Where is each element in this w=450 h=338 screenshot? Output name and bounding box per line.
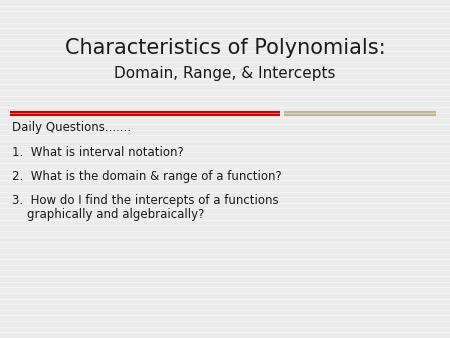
Text: 2.  What is the domain & range of a function?: 2. What is the domain & range of a funct… bbox=[12, 170, 282, 183]
Text: 3.  How do I find the intercepts of a functions: 3. How do I find the intercepts of a fun… bbox=[12, 194, 279, 207]
Text: Characteristics of Polynomials:: Characteristics of Polynomials: bbox=[65, 38, 385, 58]
Text: 1.  What is interval notation?: 1. What is interval notation? bbox=[12, 146, 184, 159]
Text: graphically and algebraically?: graphically and algebraically? bbox=[12, 208, 204, 221]
Bar bbox=[284, 111, 436, 116]
Text: Domain, Range, & Intercepts: Domain, Range, & Intercepts bbox=[114, 66, 336, 81]
Text: Daily Questions.......: Daily Questions....... bbox=[12, 121, 131, 134]
Bar bbox=[10, 111, 280, 116]
